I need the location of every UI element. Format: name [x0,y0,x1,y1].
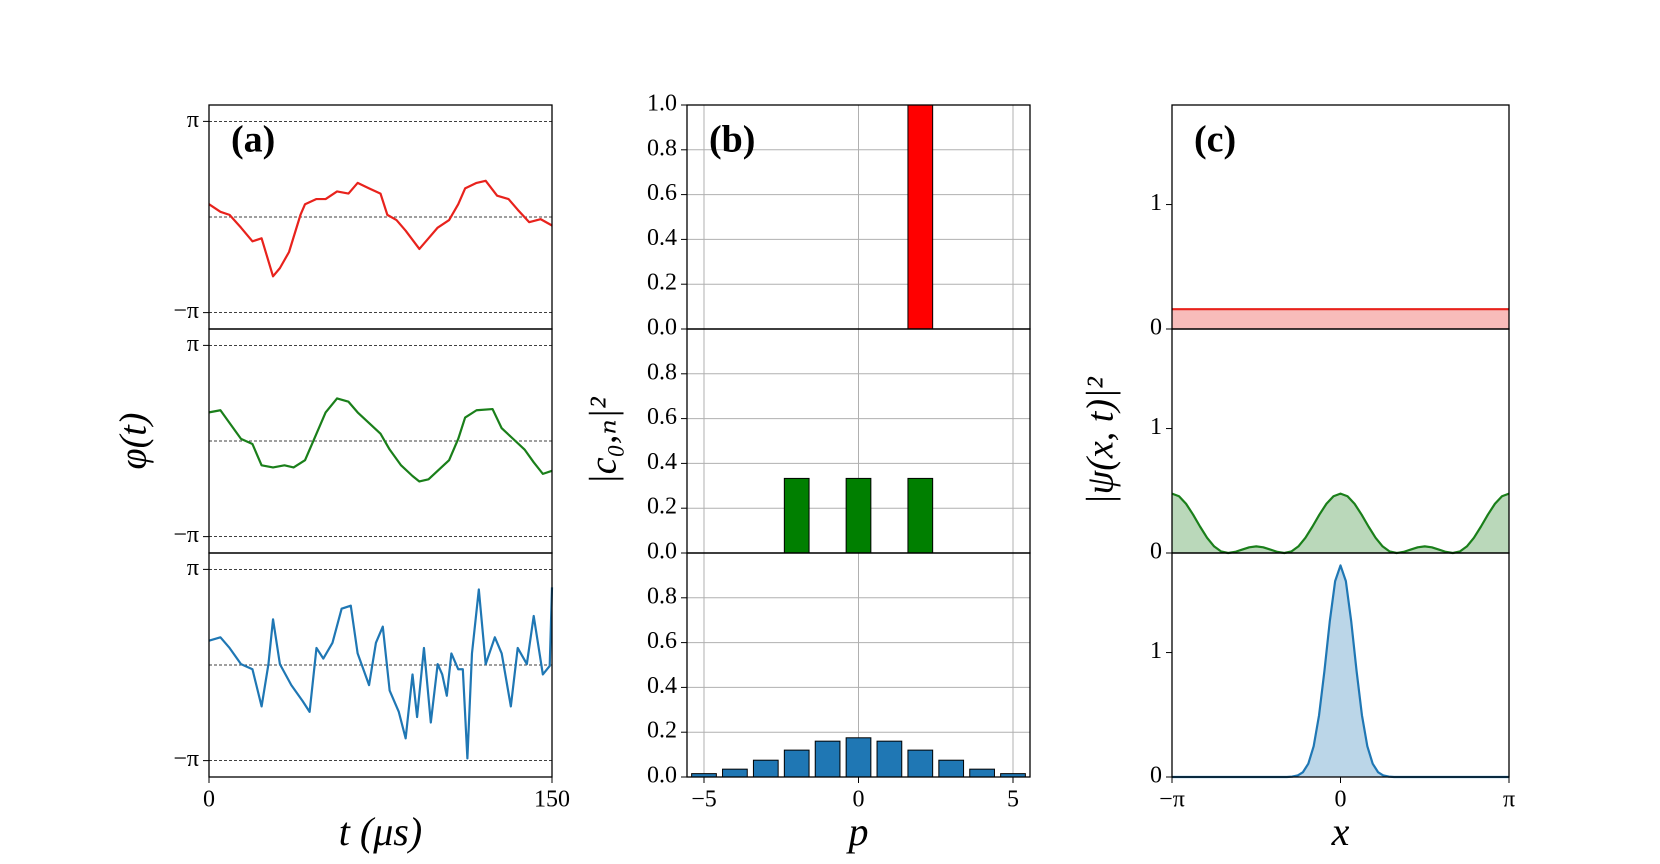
panel-label: (c) [1194,119,1236,161]
x-tick-label: 150 [534,787,570,813]
y-tick-label: −π [173,746,199,772]
x-tick-label: 0 [203,787,215,813]
y-tick-label: 0.0 [647,763,677,789]
x-tick-label: 5 [1007,787,1019,813]
y-tick-label: 0.8 [647,359,677,385]
y-tick-label: 0.6 [647,404,677,430]
bar [845,737,872,778]
bar [907,104,934,330]
y-axis-label: φ(t) [113,413,155,470]
y-tick-label: 0.2 [647,270,677,296]
y-tick-label: −π [173,522,199,548]
y-tick-label: 0.0 [647,539,677,565]
x-tick-label: −5 [691,787,717,813]
bar [969,768,995,778]
y-axis-label: |c₀,ₙ|² [583,397,625,485]
x-axis-label: t (μs) [339,809,422,854]
y-tick-label: 1 [1150,414,1162,440]
y-tick-label: 0.6 [647,180,677,206]
y-tick-label: 0.4 [647,673,677,699]
bar [845,477,872,554]
x-tick-label: 0 [853,787,865,813]
bar [783,749,810,778]
y-tick-label: 0 [1150,539,1162,565]
panel-label: (b) [709,119,755,161]
line [208,179,553,278]
y-tick-label: 0.6 [647,628,677,654]
bar [876,740,903,778]
y-tick-label: π [187,331,199,357]
y-tick-label: 1 [1150,190,1162,216]
area-fill [1172,309,1509,329]
y-tick-label: −π [173,298,199,324]
x-axis-label: x [1331,809,1350,854]
bar [907,749,934,778]
y-tick-label: π [187,107,199,133]
axes-frame [208,552,553,778]
line [1172,564,1509,779]
bar [907,477,934,554]
y-tick-label: 1.0 [647,91,677,117]
y-tick-label: 0.2 [647,718,677,744]
x-tick-label: 0 [1335,787,1347,813]
y-tick-label: 0.8 [647,583,677,609]
y-tick-label: 0.4 [647,225,677,251]
y-tick-label: 0 [1150,763,1162,789]
y-tick-label: 0 [1150,315,1162,341]
y-tick-label: 0.4 [647,449,677,475]
line [208,397,553,483]
bar [752,759,779,778]
bar [783,477,810,554]
y-tick-label: π [187,555,199,581]
area-fill [1172,493,1509,553]
x-axis-label: p [846,809,869,854]
x-tick-label: π [1503,787,1515,813]
y-tick-label: 0.8 [647,135,677,161]
y-tick-label: 0.0 [647,315,677,341]
panel-label: (a) [231,119,275,161]
y-tick-label: 1 [1150,638,1162,664]
y-tick-label: 0.2 [647,494,677,520]
bar [938,759,965,778]
line [208,587,554,760]
area-fill [1172,565,1509,777]
bar [814,740,841,778]
bar [722,768,748,778]
y-axis-label: |ψ(x, t)|² [1080,377,1122,505]
x-tick-label: −π [1159,787,1185,813]
